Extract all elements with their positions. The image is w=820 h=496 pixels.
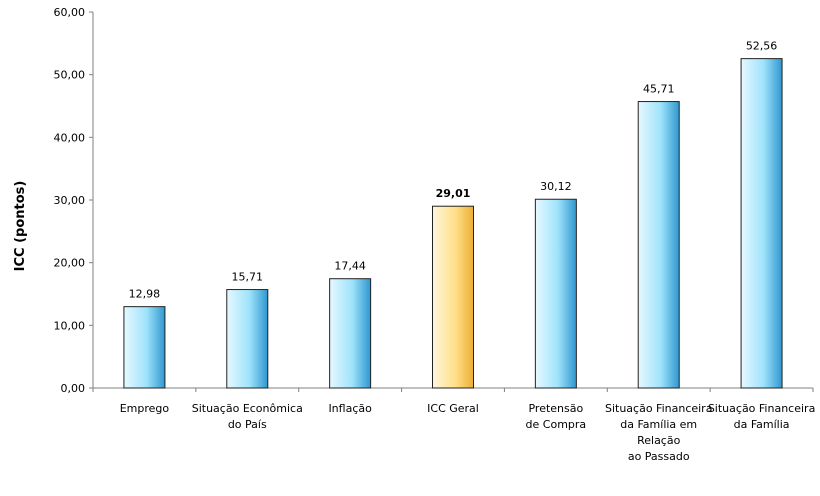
data-label: 15,71 <box>232 271 264 284</box>
y-tick-label: 10,00 <box>54 319 86 332</box>
x-tick-label: Situação Financeira da Família em Relação a… <box>605 402 712 463</box>
x-tick-label-line: do País <box>228 418 267 431</box>
bar <box>534 198 577 389</box>
x-tick-label-line: ICC Geral <box>427 402 479 415</box>
y-tick-label: 0,00 <box>61 382 86 395</box>
x-tick-label-line: de Compra <box>526 418 587 431</box>
data-label: 29,01 <box>436 187 471 200</box>
y-tick-label: 20,00 <box>54 257 86 270</box>
data-label: 17,44 <box>334 260 366 273</box>
x-tick-label: Emprego <box>120 402 170 415</box>
bars <box>123 58 783 389</box>
x-tick-label: Pretensão de Compra <box>526 402 587 431</box>
bar <box>226 289 269 389</box>
data-label: 30,12 <box>540 180 572 193</box>
bar <box>329 278 372 389</box>
y-tick-label: 40,00 <box>54 131 86 144</box>
data-label: 52,56 <box>746 40 778 53</box>
x-tick-label-line: ao Passado <box>628 450 690 463</box>
bar-highlight <box>432 205 474 389</box>
data-label: 45,71 <box>643 83 675 96</box>
x-tick-label: Inflação <box>328 402 372 415</box>
bar <box>637 101 680 389</box>
y-axis-title: ICC (pontos) <box>13 181 28 272</box>
x-tick-label-line: Situação Econômica <box>192 402 303 415</box>
y-tick-label: 30,00 <box>54 194 86 207</box>
x-tick-label-line: Relação <box>637 434 681 447</box>
x-tick-label-line: Emprego <box>120 402 170 415</box>
bar <box>740 58 783 389</box>
x-tick-label-line: Pretensão <box>528 402 583 415</box>
x-tick-label: ICC Geral <box>427 402 479 415</box>
x-tick-label: Situação Financeira da Família <box>708 402 815 431</box>
x-tick-label-line: Situação Financeira <box>708 402 815 415</box>
x-tick-label-line: da Família em <box>620 418 697 431</box>
axes: 0,00 10,00 20,00 30,00 40,00 50,00 60,00 <box>54 6 814 395</box>
y-tick-label: 50,00 <box>54 69 86 82</box>
y-tick-label: 60,00 <box>54 6 86 19</box>
data-label: 12,98 <box>129 288 161 301</box>
x-tick-label-line: Inflação <box>328 402 372 415</box>
x-tick-label: Situação Econômica do País <box>192 402 303 431</box>
x-tick-label-line: da Família <box>734 418 790 431</box>
labels: 12,98 Emprego 15,71 Situação Econômica do Pa… <box>120 40 816 463</box>
bar <box>123 306 166 389</box>
x-tick-label-line: Situação Financeira <box>605 402 712 415</box>
